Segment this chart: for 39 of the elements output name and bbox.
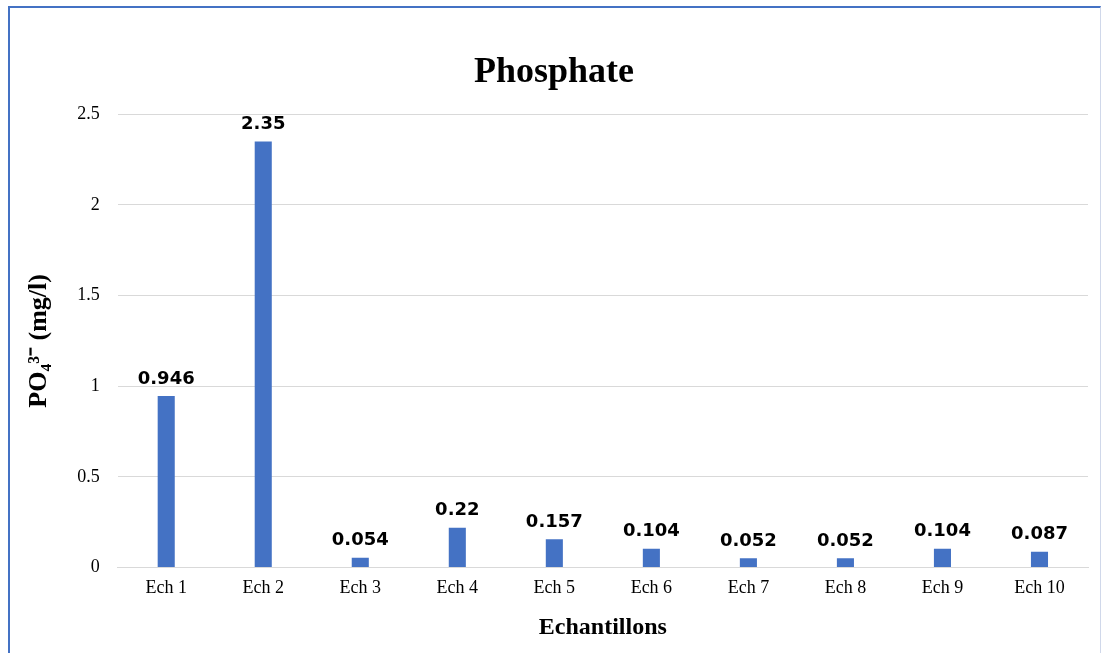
- data-label: 0.087: [1011, 522, 1068, 544]
- x-tick-label: Ech 5: [533, 577, 576, 598]
- bar: [545, 539, 563, 568]
- data-label: 2.35: [241, 112, 286, 134]
- bar: [1030, 551, 1049, 568]
- x-tick-label: Ech 3: [339, 577, 382, 598]
- y-tick-label: 2: [90, 193, 100, 214]
- x-tick-label: Ech 4: [436, 577, 479, 598]
- data-label: 0.104: [913, 519, 971, 541]
- bar: [157, 396, 175, 568]
- bar: [254, 141, 272, 568]
- y-tick-label: 0.5: [77, 465, 100, 486]
- data-label: 0.157: [525, 509, 583, 531]
- y-tick-label: 2.5: [77, 102, 100, 123]
- x-tick-label: Ech 10: [1014, 577, 1065, 598]
- bar: [448, 527, 466, 568]
- y-tick-label: 1: [90, 374, 100, 395]
- bar: [836, 558, 854, 568]
- data-label: 0.104: [622, 519, 680, 541]
- y-tick-label: 1.5: [77, 284, 100, 305]
- data-label: 0.054: [331, 528, 389, 550]
- y-axis-title: PO₄³⁻ (mg/l): [23, 274, 53, 408]
- y-tick-label: 0: [90, 556, 100, 577]
- bar: [351, 557, 369, 568]
- bar: [933, 548, 951, 568]
- x-tick-label: Ech 2: [242, 577, 284, 598]
- data-label: 0.052: [816, 528, 874, 550]
- chart-title: Phosphate: [473, 49, 635, 90]
- data-label: 0.22: [435, 498, 480, 520]
- data-label: 0.052: [719, 528, 777, 550]
- data-label: 0.946: [137, 366, 195, 388]
- bar: [642, 548, 660, 568]
- x-tick-label: Ech 9: [921, 577, 964, 598]
- x-tick-label: Ech 1: [145, 577, 187, 598]
- bar: [739, 558, 757, 568]
- x-tick-label: Ech 8: [824, 577, 867, 598]
- x-tick-label: Ech 6: [630, 577, 673, 598]
- x-tick-label: Ech 7: [727, 577, 770, 598]
- x-axis-title: Echantillons: [538, 612, 667, 639]
